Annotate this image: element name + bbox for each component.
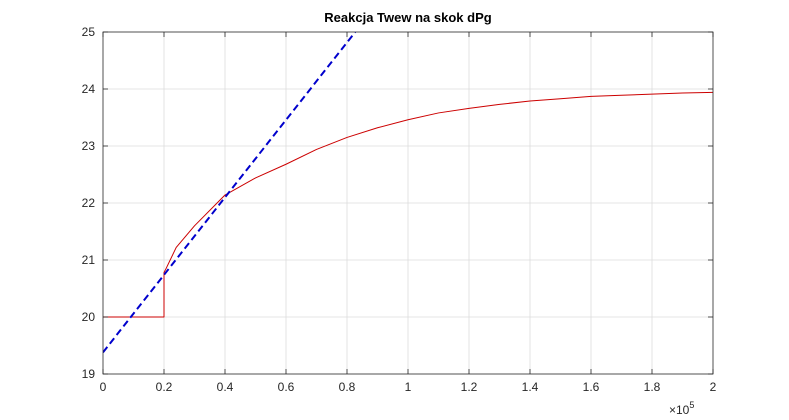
grid-lines [103,32,713,374]
x-tick-label: 1 [405,380,412,394]
series-group [103,32,713,353]
x-tick-label: 0.4 [217,380,234,394]
x-exponent-power: 5 [689,400,694,410]
tick-labels: 0 0.2 0.4 0.6 0.8 1 1.2 1.4 1.6 1.8 2 19 20 21 22 23 24 2… [82,25,717,394]
x-tick-label: 0 [100,380,107,394]
x-tick-label: 2 [710,380,717,394]
x-tick-label: 0.8 [339,380,356,394]
y-tick-label: 25 [82,25,96,39]
response-curve-series [103,91,713,318]
y-tick-label: 20 [82,310,96,324]
x-tick-label: 1.4 [522,380,539,394]
y-tick-label: 19 [82,367,96,381]
chart-title: Reakcja Twew na skok dPg [324,10,491,25]
x-exponent-base: ×10 [669,403,690,417]
x-tick-label: 1.2 [461,380,478,394]
y-tick-label: 21 [82,253,96,267]
y-tick-label: 24 [82,82,96,96]
x-tick-label: 1.8 [644,380,661,394]
x-tick-label: 0.6 [278,380,295,394]
x-tick-label: 0.2 [156,380,173,394]
tangent-line-series [103,32,357,353]
x-tick-label: 1.6 [583,380,600,394]
y-tick-label: 22 [82,196,96,210]
x-exponent: ×105 [669,400,694,417]
y-tick-label: 23 [82,139,96,153]
axis-ticks [102,31,714,375]
